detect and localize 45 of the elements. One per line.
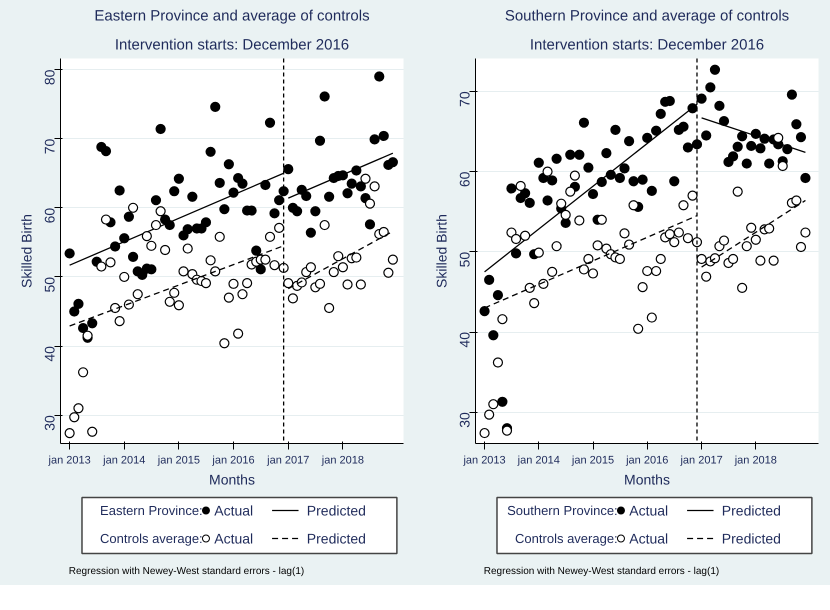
y-tick-label: 50 [42,276,58,292]
y-axis-title: Skilled Birth [434,214,450,288]
text: Eastern Province: [100,503,203,518]
x-tick-label: jan 2016 [625,454,668,466]
y-tick-label: 50 [456,252,472,268]
x-axis-title: Months [209,472,255,488]
x-tick-label: jan 2014 [516,454,560,466]
y-tick-label: 30 [42,414,58,431]
legend-label: Actual [629,502,668,518]
text: Regression with Newey-West standard errors - lag(1) [68,566,304,577]
y-tick-label: 30 [456,412,472,428]
text: Southern Province: [507,503,618,518]
legend-label: Predicted [722,530,781,546]
x-tick-label: jan 2017 [266,454,310,466]
text: Regression with Newey-West standard errors - lag(1) [484,566,720,577]
legend-label: Actual [629,530,668,546]
chart-subtitle: Intervention starts: December 2016 [530,36,764,54]
legend-label: Predicted [722,502,781,518]
x-tick-label: jan 2015 [570,454,614,466]
y-tick-label: 40 [456,332,472,348]
x-tick-label: jan 2015 [156,454,200,466]
y-tick-label: 60 [456,171,472,188]
legend-label: Predicted [306,530,366,546]
x-tick-label: jan 2018 [320,454,364,466]
y-tick-label: 60 [42,208,58,224]
legend-label: Actual [214,530,254,546]
chart-title: Southern Province and average of controls [504,8,790,24]
x-tick-label: jan 2013 [462,454,506,466]
y-tick-label: 70 [42,138,58,154]
x-tick-label: jan 2016 [211,454,255,466]
text: Controls average: [100,531,203,546]
chart-title: Eastern Province and average of controls [94,8,370,24]
chart-subtitle: Intervention starts: December 2016 [114,36,350,54]
text: Controls average: [515,531,618,546]
legend-label: Predicted [306,502,366,518]
x-tick-label: jan 2018 [734,454,777,466]
y-tick-label: 40 [42,346,58,362]
x-axis-title: Months [624,472,670,488]
y-tick-label: 80 [42,69,58,86]
x-tick-label: jan 2013 [48,454,91,466]
x-tick-label: jan 2014 [102,454,146,466]
y-tick-label: 70 [456,91,472,107]
legend-label: Actual [214,502,254,518]
x-tick-label: jan 2017 [679,454,723,466]
y-axis-title: Skilled Birth [18,214,34,288]
